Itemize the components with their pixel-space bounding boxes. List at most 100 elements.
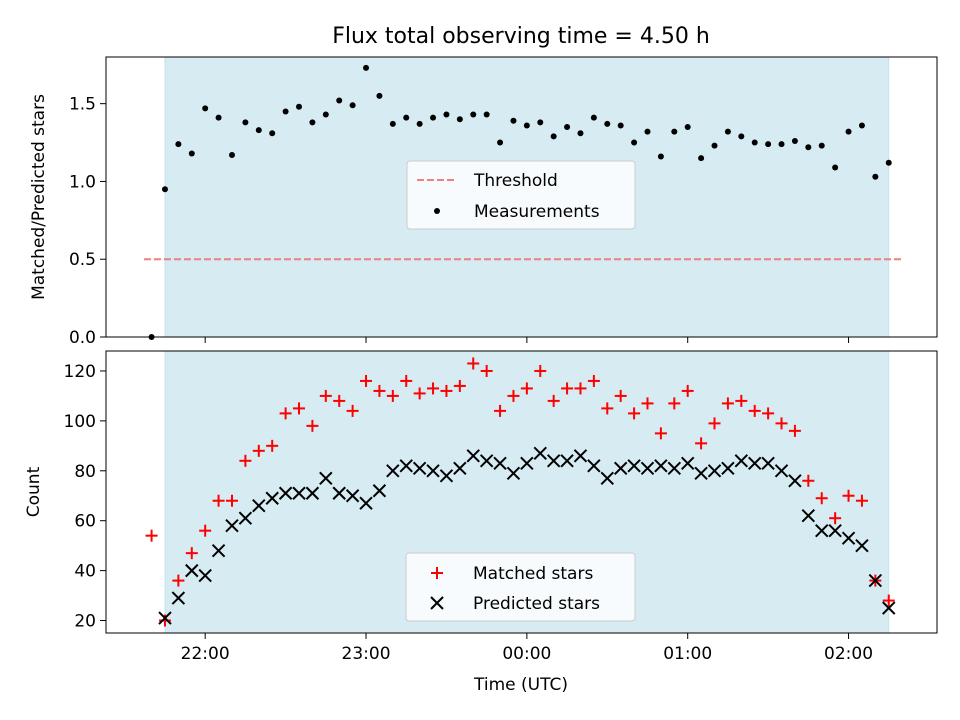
matched-star-point (641, 397, 654, 410)
measurement-point (577, 130, 584, 137)
predicted-star-point (734, 454, 749, 468)
legend-predicted-swatch (430, 596, 444, 610)
count-y-axis-label: Count (24, 466, 44, 517)
matched-star-point (252, 444, 265, 457)
predicted-star-point (412, 461, 427, 475)
predicted-star-point (774, 464, 789, 478)
measurement-point (832, 164, 839, 171)
matched-star-point (279, 407, 292, 420)
measurement-point (443, 111, 450, 118)
matched-stars-points (145, 357, 895, 627)
matched-star-point (373, 384, 386, 397)
y-tick-label: 1.5 (69, 95, 96, 115)
count-x-axis-label: Time (UTC) (473, 675, 568, 695)
measurement-point (282, 108, 289, 115)
predicted-star-point (748, 456, 762, 471)
predicted-stars-points (158, 446, 896, 625)
measurement-point (349, 102, 356, 109)
predicted-star-point (815, 523, 829, 538)
matched-star-point (427, 382, 440, 395)
matched-star-point (855, 494, 868, 507)
legend-matched-label: Matched stars (473, 564, 593, 584)
measurement-point (617, 122, 624, 129)
matched-star-point (225, 494, 238, 507)
predicted-star-point (613, 461, 628, 475)
ratio-y-axis-label: Matched/Predicted stars (29, 94, 49, 300)
predicted-star-point (506, 466, 521, 480)
matched-star-point (172, 574, 185, 587)
y-tick-label: 0.5 (69, 250, 96, 270)
measurement-point (845, 128, 852, 135)
matched-star-point (681, 384, 694, 397)
matched-star-point (628, 407, 641, 420)
predicted-star-point (345, 489, 360, 503)
predicted-star-point (546, 454, 561, 468)
measurement-point (296, 103, 303, 110)
predicted-star-point (225, 518, 239, 533)
predicted-star-point (305, 486, 320, 500)
matched-star-point (735, 394, 748, 407)
measurement-point (765, 141, 772, 148)
measurement-point (430, 114, 437, 121)
predicted-star-point (855, 538, 869, 553)
matched-star-point (561, 382, 574, 395)
matched-star-point (185, 547, 198, 560)
predicted-star-point (319, 471, 333, 485)
matched-star-point (467, 357, 480, 370)
predicted-star-point (158, 611, 172, 625)
matched-star-point (507, 389, 520, 402)
count-legend: Matched stars Predicted stars (405, 552, 636, 622)
predicted-star-point (533, 446, 547, 461)
predicted-star-point (198, 568, 212, 583)
measurement-point (604, 120, 611, 127)
measurement-point (818, 142, 825, 149)
legend-measurements-label: Measurements (474, 202, 600, 222)
matched-star-point (319, 389, 332, 402)
predicted-star-point (761, 456, 775, 471)
measurement-point (483, 111, 490, 118)
predicted-star-point (587, 459, 601, 473)
predicted-star-point (238, 511, 253, 525)
measurement-point (376, 92, 383, 99)
matched-star-point (145, 529, 158, 542)
measurement-point (175, 141, 182, 148)
predicted-star-point (520, 456, 534, 471)
matched-star-point (547, 394, 560, 407)
ratio-legend: Threshold Measurements (406, 160, 636, 230)
predicted-star-point (560, 454, 574, 468)
legend-matched-swatch (431, 567, 443, 579)
matched-star-point (601, 402, 614, 415)
y-tick-label: 20 (74, 612, 96, 632)
ratio-x-axis-ticks (204, 337, 850, 343)
matched-star-point (829, 512, 842, 525)
matched-star-point (360, 374, 373, 387)
matched-star-point (587, 374, 600, 387)
measurement-point (724, 128, 731, 135)
matched-star-point (802, 474, 815, 487)
x-tick-label: 02:00 (824, 644, 873, 664)
predicted-star-point (680, 456, 695, 471)
matched-star-point (695, 437, 708, 450)
matched-star-point (346, 404, 359, 417)
matched-star-point (574, 382, 587, 395)
legend-threshold-label: Threshold (473, 171, 558, 191)
matched-star-point (400, 374, 413, 387)
predicted-star-point (426, 464, 440, 478)
x-tick-label: 22:00 (181, 644, 230, 664)
measurement-point (590, 114, 597, 121)
matched-star-point (654, 427, 667, 440)
measurement-point (805, 144, 812, 151)
measurement-point (657, 153, 664, 160)
predicted-star-point (828, 523, 842, 538)
matched-star-point (453, 379, 466, 392)
count-y-axis-ticks: 20 40 60 80 100 120 (64, 362, 106, 632)
matched-star-point (882, 594, 895, 607)
matched-star-point (788, 424, 801, 437)
y-tick-label: 80 (74, 462, 96, 482)
matched-star-point (815, 492, 828, 505)
count-legend-box (405, 552, 636, 622)
predicted-star-point (721, 461, 735, 475)
predicted-star-point (359, 496, 373, 510)
matched-star-point (158, 614, 171, 627)
measurement-point (523, 122, 530, 129)
